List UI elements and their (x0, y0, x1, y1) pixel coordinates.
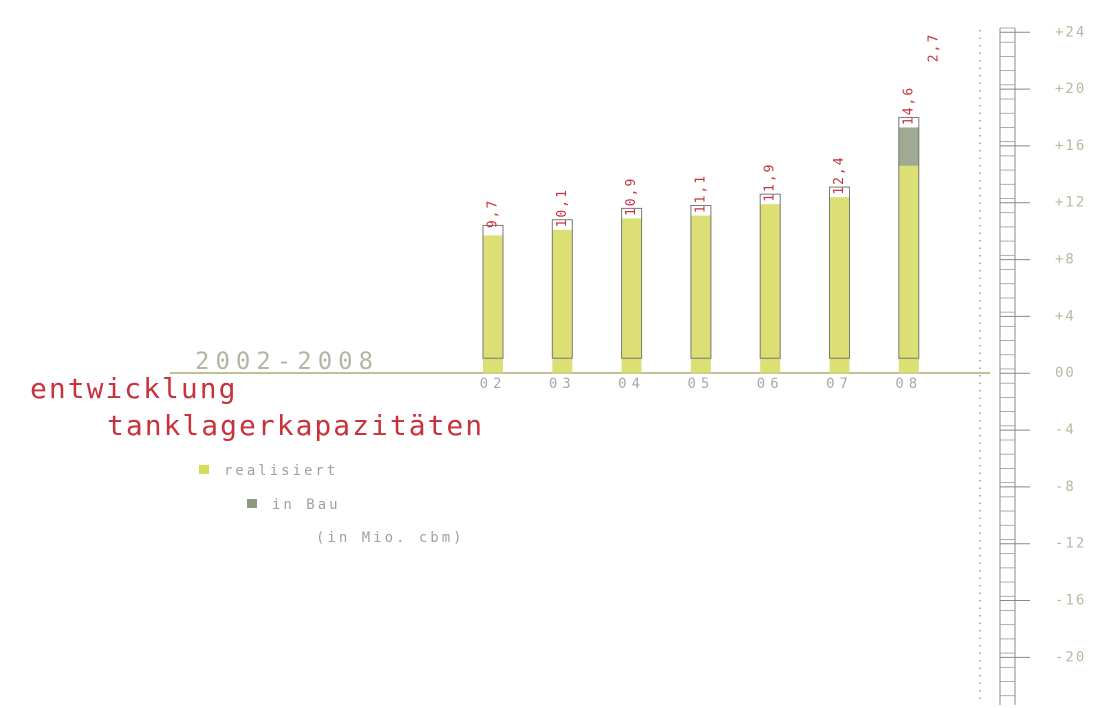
y-tick-label: -4 (1055, 422, 1076, 438)
y-tick-label: +16 (1055, 138, 1086, 154)
value-label: 12,4 (832, 155, 847, 194)
value-label: 9,7 (486, 199, 501, 228)
bar-segment (552, 229, 573, 374)
bar-segment (898, 127, 919, 166)
bar-outline (829, 186, 850, 359)
x-tick-label: 04 (618, 376, 645, 392)
bar-segment (483, 235, 503, 374)
x-tick-label: 02 (480, 376, 507, 392)
y-tick-label: +12 (1055, 195, 1086, 211)
y-tick-label: +24 (1055, 24, 1086, 40)
bar-outline (621, 207, 643, 359)
y-tick-label: +20 (1055, 81, 1086, 97)
bar-outline (482, 224, 504, 359)
value-label: 14,6 (901, 86, 916, 125)
bar-outline (690, 205, 712, 359)
x-tick-label: 03 (549, 376, 576, 392)
legend-swatch (199, 465, 209, 474)
y-tick-label: -20 (1055, 649, 1086, 665)
y-tick-label: -12 (1055, 536, 1086, 552)
y-tick-label: +4 (1055, 308, 1076, 324)
bar-segment (690, 215, 711, 374)
chart-title: entwicklung (30, 372, 237, 405)
unit-note: (in Mio. cbm) (316, 530, 465, 546)
bar-segment (760, 204, 781, 374)
chart-title: tanklagerkapazitäten (107, 409, 484, 442)
x-tick-label: 07 (826, 376, 853, 392)
x-tick-label: 05 (687, 376, 714, 392)
y-tick-label: +8 (1055, 252, 1076, 268)
bar-outline (898, 116, 920, 359)
subtitle: 2002-2008 (195, 347, 379, 375)
value-label: 10,1 (555, 188, 570, 227)
legend-label: realisiert (224, 463, 338, 479)
bar-outline (551, 219, 573, 359)
x-tick-label: 06 (757, 376, 784, 392)
x-tick-label: 08 (895, 376, 922, 392)
value-label: 2,7 (926, 33, 941, 62)
bar-segment (829, 197, 850, 374)
value-label: 10,9 (624, 177, 639, 216)
y-tick-label: 00 (1055, 365, 1076, 381)
value-label: 11,9 (763, 163, 778, 202)
y-tick-label: -8 (1055, 479, 1076, 495)
bar-outline (759, 193, 781, 359)
legend-swatch (247, 499, 257, 508)
bar-segment (621, 218, 642, 374)
legend-label: in Bau (272, 497, 341, 513)
value-label: 11,1 (693, 174, 708, 213)
y-tick-label: -16 (1055, 593, 1086, 609)
bar-segment (898, 165, 919, 374)
